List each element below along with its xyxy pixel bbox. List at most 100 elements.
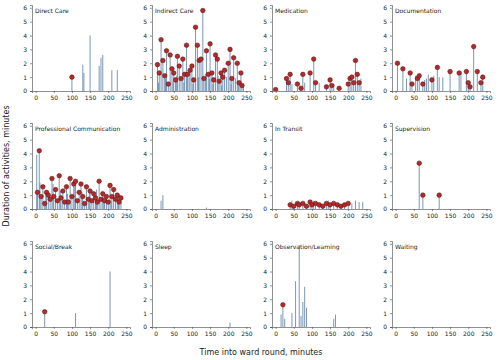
x-tick-mark <box>192 91 193 93</box>
panel: 0501001502002500123456Supervision <box>383 122 493 219</box>
x-axis-line <box>393 92 491 94</box>
x-tick-mark <box>108 327 109 329</box>
y-tick-mark <box>30 167 32 168</box>
x-tick-label: 50 <box>290 212 298 219</box>
x-tick-label: 100 <box>187 212 199 219</box>
y-tick: 4 <box>23 32 32 39</box>
y-tick-mark <box>390 140 392 141</box>
y-tick-mark <box>150 140 152 141</box>
x-tick-mark <box>174 209 175 211</box>
y-tick: 2 <box>143 296 152 303</box>
y-tick: 6 <box>383 122 392 129</box>
marker <box>273 87 278 91</box>
marker <box>82 201 87 206</box>
y-tick-mark <box>270 299 272 300</box>
spike <box>301 316 302 327</box>
x-tick-mark <box>228 327 229 329</box>
y-tick-label: 4 <box>23 268 27 275</box>
y-tick-label: 1 <box>23 192 27 199</box>
x-tick-label: 100 <box>187 330 199 337</box>
panel-title: Indirect Care <box>155 7 194 14</box>
y-tick-label: 4 <box>383 150 387 157</box>
x-tick-label: 0 <box>154 94 158 101</box>
y-tick-mark <box>150 285 152 286</box>
y-tick-label: 2 <box>23 60 27 67</box>
x-tick-label: 150 <box>445 94 457 101</box>
x-tick: 50 <box>170 91 178 101</box>
y-tick-label: 0 <box>383 87 387 94</box>
marker <box>193 25 198 30</box>
x-tick-mark <box>294 91 295 93</box>
marker <box>84 185 89 190</box>
x-tick-label: 250 <box>241 212 253 219</box>
marker <box>202 76 207 81</box>
y-tick-mark <box>270 22 272 23</box>
x-tick: 250 <box>481 91 493 101</box>
x-tick-mark <box>414 91 415 93</box>
y-tick-label: 3 <box>23 164 27 171</box>
x-tick-mark <box>54 327 55 329</box>
x-tick-mark <box>486 91 487 93</box>
x-tick: 150 <box>445 209 457 219</box>
panel-title: Observation/Learning <box>275 243 340 251</box>
spike <box>426 79 427 91</box>
x-tick-label: 150 <box>205 212 217 219</box>
marker <box>188 68 193 73</box>
marker <box>328 78 333 83</box>
x-tick-label: 150 <box>85 212 97 219</box>
marker <box>311 57 316 62</box>
marker <box>68 176 73 181</box>
y-tick-mark <box>270 244 272 245</box>
y-tick-mark <box>270 91 272 92</box>
x-tick-mark <box>330 91 331 93</box>
spike <box>237 63 238 91</box>
y-tick-mark <box>270 36 272 37</box>
x-tick-label: 200 <box>463 94 475 101</box>
x-tick: 100 <box>67 327 79 337</box>
x-tick-label: 200 <box>223 94 235 101</box>
y-tick-mark <box>30 36 32 37</box>
marker <box>184 43 189 48</box>
y-tick-label: 1 <box>143 74 147 81</box>
y-tick: 4 <box>383 150 392 157</box>
marker <box>281 303 286 308</box>
spike <box>217 59 218 91</box>
y-tick: 6 <box>383 4 392 11</box>
y-tick-label: 4 <box>383 32 387 39</box>
y-tick-mark <box>30 77 32 78</box>
x-tick-mark <box>366 327 367 329</box>
y-tick-mark <box>150 8 152 9</box>
y-tick-label: 6 <box>143 122 147 129</box>
y-tick-label: 6 <box>23 4 27 11</box>
marker <box>46 193 51 198</box>
y-tick-mark <box>390 36 392 37</box>
marker <box>41 185 46 190</box>
y-tick-mark <box>390 258 392 259</box>
y-axis: 0123456 <box>143 122 152 212</box>
marker <box>222 68 227 73</box>
y-tick-mark <box>270 77 272 78</box>
spike <box>199 60 200 91</box>
y-tick-label: 2 <box>263 178 267 185</box>
y-tick: 2 <box>263 296 272 303</box>
panel: 0501001502002500123456Documentation <box>383 4 493 101</box>
x-tick-label: 150 <box>325 330 337 337</box>
x-axis-line <box>33 328 131 330</box>
y-tick-label: 4 <box>143 268 147 275</box>
x-tick-label: 250 <box>121 212 133 219</box>
y-tick-mark <box>270 126 272 127</box>
y-tick-label: 4 <box>263 268 267 275</box>
x-tick-mark <box>414 209 415 211</box>
y-tick-mark <box>390 181 392 182</box>
spike <box>159 73 160 91</box>
marker <box>468 85 473 90</box>
y-axis: 0123456 <box>263 240 272 330</box>
marker <box>42 309 47 314</box>
marker <box>337 86 342 91</box>
y-tick: 4 <box>143 268 152 275</box>
marker <box>284 76 289 81</box>
x-tick-label: 250 <box>361 94 373 101</box>
y-tick-label: 5 <box>383 254 387 261</box>
y-tick: 3 <box>23 164 32 171</box>
marker <box>64 185 69 190</box>
